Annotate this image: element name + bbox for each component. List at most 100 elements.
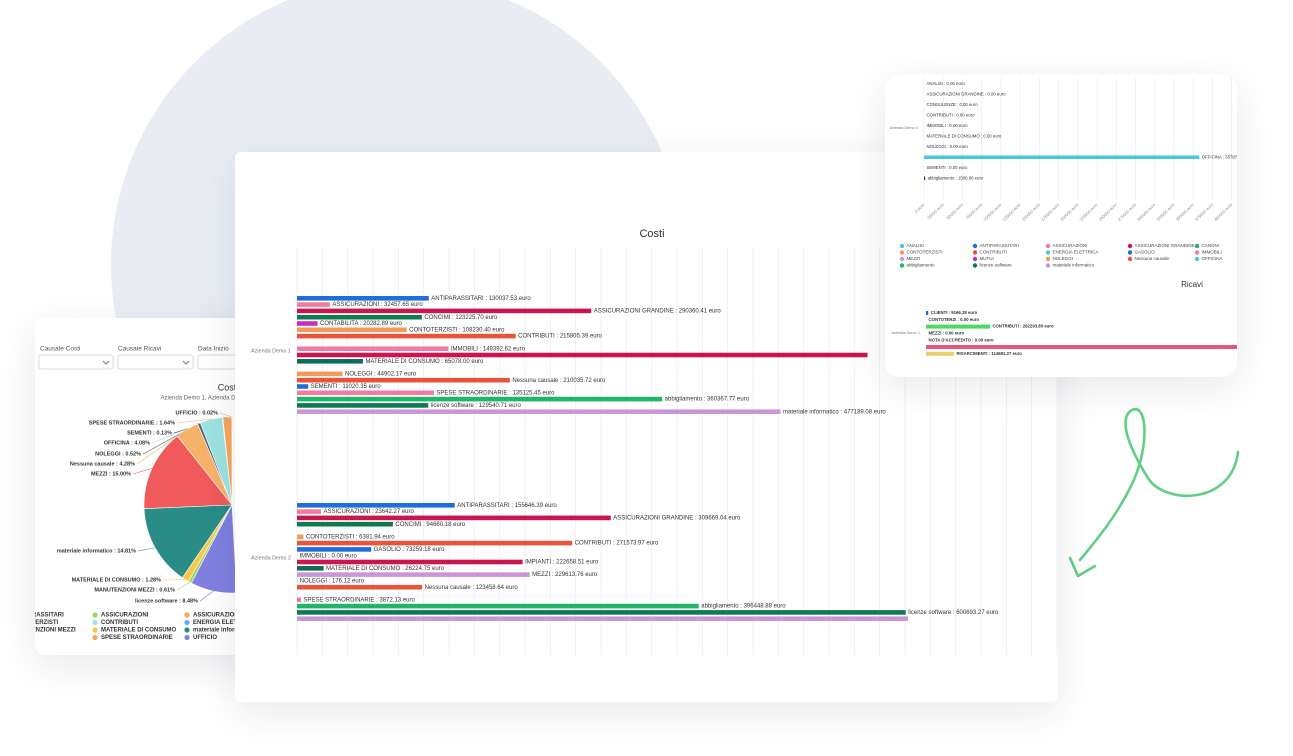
legend-label: CONTRIBUTI <box>980 250 1008 255</box>
bar-label: abbigliamento : 360367.77 euro <box>665 397 750 403</box>
bar <box>926 311 929 315</box>
legend-label: ASSICURAZIONI GRANDINE <box>1135 243 1195 248</box>
legend-marker <box>92 619 98 626</box>
bar <box>297 409 781 414</box>
bar-label: IMMOBILI : 0.00 euro <box>300 553 358 559</box>
bar <box>297 547 372 552</box>
filter-label: Causale Costi <box>40 346 80 353</box>
bar <box>297 403 429 408</box>
legend-label: MANUTENZIONI MEZZI <box>35 628 76 634</box>
bar-label: CLIENTI : 9166.38 euro <box>931 310 978 315</box>
bar <box>297 296 429 301</box>
bar <box>297 610 906 615</box>
x-tick-label: 350000 euro <box>1175 201 1196 222</box>
legend-label: OFFICINA <box>1202 256 1223 261</box>
x-tick-label: 400000 euro <box>1213 201 1234 222</box>
bar <box>297 346 449 351</box>
bar <box>297 321 318 326</box>
bar-label: ASSICURAZIONI GRANDINE : 0.00 euro <box>927 91 1007 96</box>
legend-marker <box>92 627 98 633</box>
x-tick-label: 75000 euro <box>965 201 984 220</box>
bar-label: licenze software : 600693.27 euro <box>908 610 999 616</box>
legend-label: GASOLIO <box>1135 250 1156 255</box>
bar <box>297 540 573 546</box>
bar-label: NOTA D'ACCREDITO : 0.00 euro <box>929 337 995 342</box>
legend-marker <box>899 243 905 249</box>
legend-marker <box>899 263 905 268</box>
legend-label: SPESE STRAORDINARIE <box>101 635 173 641</box>
x-tick-label: 50000 euro <box>945 201 964 220</box>
bar-label: CONTOTERZI : 0.00 euro <box>929 317 980 322</box>
bar-label: abbigliamento : 1500.00 euro <box>928 175 984 180</box>
bar-label: MATERIALE DI CONSUMO : 0.00 euro <box>927 133 1003 138</box>
legend-label: ANTIPARASSITARI <box>35 613 64 619</box>
legend-marker <box>184 612 190 618</box>
legend-label: MUTUI <box>980 256 994 261</box>
legend-marker <box>1194 250 1200 255</box>
bar-label: IMMOBILI : 0.00 euro <box>927 123 969 128</box>
bar-label: ANTIPARASSITARI : 155646.39 euro <box>457 503 557 509</box>
side-charts: 0 euro 25000 euro 50000 euro 75000 euro 1000… <box>889 78 1237 356</box>
bar <box>924 176 926 180</box>
bar-label: licenze software : 129540.71 euro <box>431 403 522 409</box>
legend-marker <box>899 250 905 255</box>
bar-label: abbigliamento : 396448.88 euro <box>701 604 786 610</box>
x-tick-label: 150000 euro <box>1021 201 1042 222</box>
legend-marker <box>1194 243 1200 249</box>
legend-label: UFFICIO <box>193 635 217 641</box>
bar <box>297 308 592 314</box>
bar <box>297 302 330 307</box>
slice-label: NOLEGGI : 0.52% <box>95 451 141 457</box>
bar-label: NOLEGGI : 0.00 euro <box>927 144 969 149</box>
bar <box>297 584 423 590</box>
slice-label: SPESE STRAORDINARIE : 1.64% <box>89 420 175 426</box>
bar-label: CONTOTERZISTI : 6381.94 euro <box>306 534 395 540</box>
leader-line <box>132 468 153 475</box>
filter-select[interactable] <box>38 354 114 370</box>
legend-label: NOLEGGI <box>1053 256 1074 261</box>
bar <box>297 359 363 364</box>
x-tick-label: 375000 euro <box>1194 201 1215 222</box>
bar <box>297 333 516 339</box>
bar <box>297 352 868 358</box>
filter-select[interactable] <box>117 354 194 370</box>
legend-label: Nessuna causale <box>1135 256 1170 261</box>
x-tick-label: 250000 euro <box>1098 201 1119 222</box>
legend-label: abbigliamento <box>907 263 936 268</box>
category-label: Azienda Demo 4 <box>889 125 918 130</box>
legend-label: ANTIPARASSITARI <box>980 243 1019 248</box>
legend-marker <box>1127 243 1133 249</box>
legend-label: ENERGIA ELETTRICA <box>1053 250 1099 255</box>
slice-label: MATERIALE DI CONSUMO : 1.28% <box>72 577 162 583</box>
x-tick-label: 225000 euro <box>1078 201 1099 222</box>
bar-label: Nessuna causale : 123458.64 euro <box>425 585 519 591</box>
legend-marker <box>972 256 978 262</box>
bar-label: ASSICURAZIONI GRANDINE : 309669.04 euro <box>613 515 741 521</box>
bar-label: ASSICURAZIONI : 23642.27 euro <box>323 509 414 515</box>
decor-arrowhead <box>1068 556 1097 578</box>
bar <box>297 603 699 609</box>
legend-marker <box>1045 243 1051 249</box>
x-tick-label: 25000 euro <box>926 201 945 220</box>
legend-marker <box>972 243 978 249</box>
legend-label: ASSICURAZIONI GRANDINE <box>193 613 274 619</box>
bar <box>297 371 343 377</box>
legend-label: IMMOBILI <box>1202 250 1222 255</box>
leader-line <box>151 419 212 444</box>
legend-label: CANONI <box>1202 243 1220 248</box>
bar-label: ANALISI : 0.00 euro <box>927 81 966 86</box>
x-tick-label: 0 euro <box>914 201 926 213</box>
bar-label: OFFICINA : 357875 <box>1202 154 1237 159</box>
legend-marker <box>899 256 905 262</box>
bar-label: CONCIMI : 123225.70 euro <box>424 315 498 321</box>
legend-label: ASSICURAZIONI <box>1053 243 1088 248</box>
category-label: Azienda Demo 1 <box>891 330 920 335</box>
legend-label: MEZZI <box>907 256 921 261</box>
bar-label: RISARCIMENTI : 114681.27 euro <box>956 351 1022 356</box>
legend-marker <box>1127 256 1133 262</box>
chart-title: Ricavi <box>1181 280 1203 289</box>
bar <box>297 515 611 521</box>
bar <box>297 509 321 514</box>
slice-label: SEMENTI : 0.13% <box>127 430 172 436</box>
